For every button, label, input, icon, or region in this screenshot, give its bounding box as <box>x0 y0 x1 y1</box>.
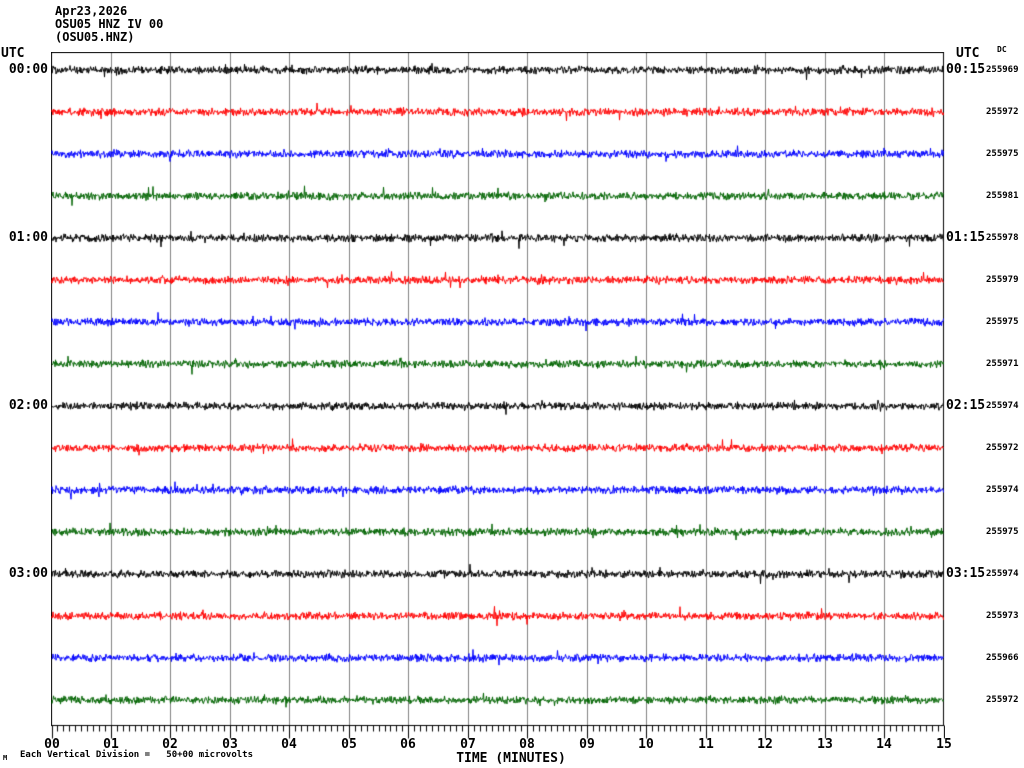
seismogram-canvas <box>51 52 945 744</box>
hour-label-left-0100: 01:00 <box>0 229 48 247</box>
watermark: M <box>3 754 7 762</box>
dc-value: 255979 <box>986 274 1023 286</box>
utc-right-label: UTC <box>956 46 979 61</box>
scale-note: Each Vertical Division = 50+00 microvolt… <box>20 750 253 760</box>
x-tick-label: 12 <box>745 738 785 752</box>
dc-value: 255974 <box>986 568 1023 580</box>
x-tick-label: 11 <box>686 738 726 752</box>
header-channel: (OSU05.HNZ) <box>55 31 134 44</box>
x-tick-label: 13 <box>805 738 845 752</box>
hour-label-left-0300: 03:00 <box>0 565 48 583</box>
dc-value: 255972 <box>986 442 1023 454</box>
dc-value: 255981 <box>986 190 1023 202</box>
x-tick-label: 04 <box>269 738 309 752</box>
x-tick-label: 09 <box>567 738 607 752</box>
x-axis-title: TIME (MINUTES) <box>411 751 611 766</box>
dc-value: 255975 <box>986 316 1023 328</box>
hour-label-left-0000: 00:00 <box>0 61 48 79</box>
dc-value: 255972 <box>986 106 1023 118</box>
time-label-right-0015: 00:15 <box>946 61 985 79</box>
time-label-right-0115: 01:15 <box>946 229 985 247</box>
x-tick-label: 05 <box>329 738 369 752</box>
hour-label-left-0200: 02:00 <box>0 397 48 415</box>
x-tick-label: 06 <box>388 738 428 752</box>
x-tick-label: 10 <box>626 738 666 752</box>
dc-value: 255974 <box>986 400 1023 412</box>
time-label-right-0315: 03:15 <box>946 565 985 583</box>
dc-value: 255966 <box>986 652 1023 664</box>
time-label-right-0215: 02:15 <box>946 397 985 415</box>
dc-value: 255978 <box>986 232 1023 244</box>
dc-value: 255975 <box>986 526 1023 538</box>
x-tick-label: 14 <box>864 738 904 752</box>
dc-value: 255974 <box>986 484 1023 496</box>
dc-value: 255975 <box>986 148 1023 160</box>
dc-column-header: DC <box>997 45 1007 54</box>
webicorder-page: { "header": { "date": "Apr23,2026", "sta… <box>0 0 1024 768</box>
dc-value: 255969 <box>986 64 1023 76</box>
x-tick-label: 07 <box>448 738 488 752</box>
dc-value: 255972 <box>986 694 1023 706</box>
dc-value: 255971 <box>986 358 1023 370</box>
x-tick-label: 08 <box>507 738 547 752</box>
utc-left-label: UTC <box>1 46 24 61</box>
x-tick-label: 15 <box>924 738 964 752</box>
dc-value: 255973 <box>986 610 1023 622</box>
